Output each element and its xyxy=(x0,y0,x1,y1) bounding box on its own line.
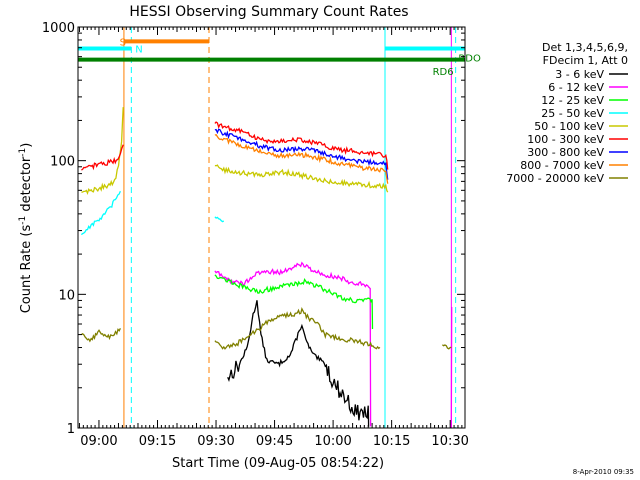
series-line-7 xyxy=(215,135,451,184)
legend-label-0: 3 - 6 keV xyxy=(555,68,604,81)
y-tick-label-1: 10 xyxy=(58,288,75,303)
flag-label-0: S xyxy=(120,37,126,48)
flag-label-1: N xyxy=(135,45,142,56)
y-tick-label-3: 1000 xyxy=(42,21,75,36)
x-axis-label: Start Time (09-Aug-05 08:54:22) xyxy=(172,456,384,471)
y-tick-label-2: 100 xyxy=(50,155,75,170)
plot-frame xyxy=(77,26,466,429)
x-tick-label-3: 09:45 xyxy=(256,434,293,449)
legend-label-5: 100 - 300 keV xyxy=(527,133,604,146)
x-tick-label-4: 10:00 xyxy=(314,434,351,449)
legend-label-7: 800 - 7000 keV xyxy=(520,159,604,172)
series-line-3 xyxy=(81,191,451,234)
series-line-4 xyxy=(81,107,451,193)
legend: Det 1,3,4,5,6,9, FDecim 1, Att 0 3 - 6 k… xyxy=(506,41,628,185)
y-label-sup2: -1 xyxy=(18,148,28,157)
date-stamp: 8-Apr-2010 09:35 xyxy=(573,468,634,476)
flag-label-3: RD6 xyxy=(433,67,454,78)
legend-label-1: 6 - 12 keV xyxy=(548,81,604,94)
y-label-sup1: -1 xyxy=(18,216,28,225)
x-tick-label-6: 10:30 xyxy=(431,434,468,449)
y-label-end: ) xyxy=(19,143,34,148)
legend-label-2: 12 - 25 keV xyxy=(541,94,604,107)
series-line-6 xyxy=(215,129,451,179)
series-line-8 xyxy=(81,306,452,350)
legend-header-1: Det 1,3,4,5,6,9, xyxy=(542,41,628,54)
y-axis-label: Count Rate (s-1 detector-1) xyxy=(18,143,34,314)
y-label-main: Count Rate (s xyxy=(19,225,34,314)
x-tick-label-1: 09:15 xyxy=(139,434,176,449)
x-tick-label-5: 10:15 xyxy=(373,434,410,449)
x-tick-label-0: 09:00 xyxy=(80,434,117,449)
legend-label-8: 7000 - 20000 keV xyxy=(506,172,604,185)
y-label-mid: detector xyxy=(19,156,34,216)
legend-label-3: 25 - 50 keV xyxy=(541,107,604,120)
svg-text:Count Rate (s-1 detector-1): Count Rate (s-1 detector-1) xyxy=(18,143,34,314)
series-line-2 xyxy=(215,275,451,329)
series-line-0 xyxy=(228,300,452,428)
y-tick-label-0: 1 xyxy=(67,422,75,437)
legend-label-4: 50 - 100 keV xyxy=(534,120,604,133)
chart-title: HESSI Observing Summary Count Rates xyxy=(129,4,408,20)
legend-header-2: FDecim 1, Att 0 xyxy=(543,54,628,67)
series-line-1 xyxy=(214,261,453,429)
plot-area: SN RD6 RDO 1 10 100 1000 09:00 09:15 09:30 09:45 10… xyxy=(42,21,481,449)
x-tick-label-2: 09:30 xyxy=(197,434,234,449)
legend-label-6: 300 - 800 keV xyxy=(527,146,604,159)
flag-label-4: RDO xyxy=(458,54,481,65)
